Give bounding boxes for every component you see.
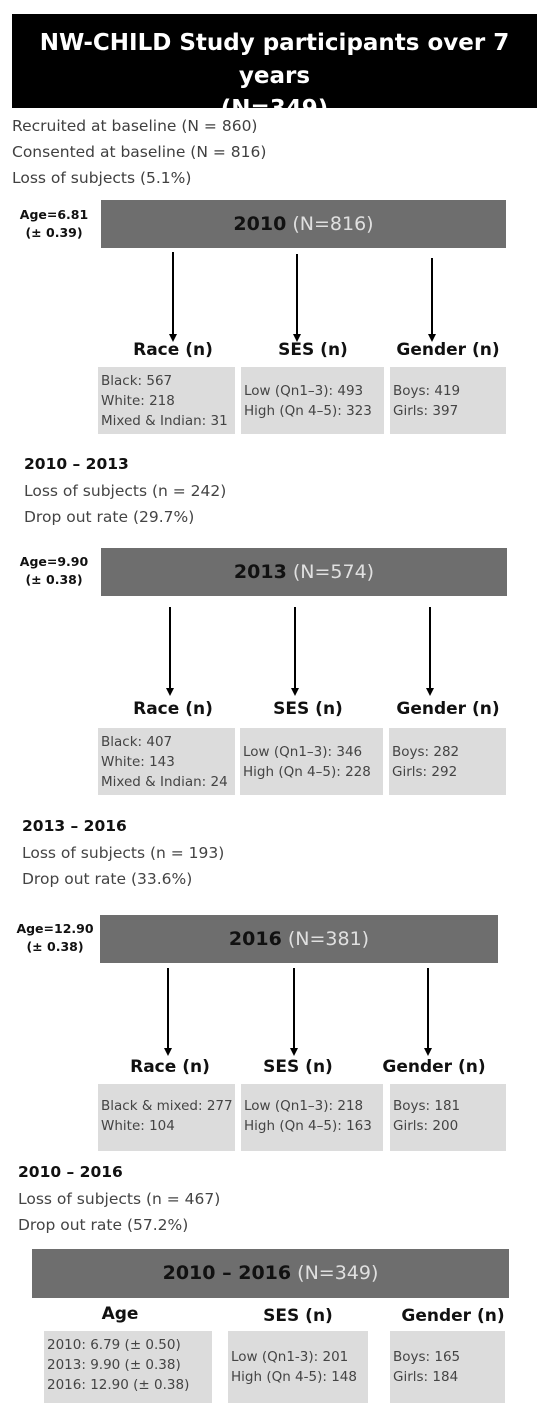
age-2010: Age=6.81 (± 0.39) <box>19 207 89 240</box>
ses-box-2016: Low (Qn1–3): 218 High (Qn 4–5): 163 <box>241 1084 383 1151</box>
age-2013: Age=9.90 (± 0.38) <box>19 554 89 587</box>
final-year: 2010 – 2016 <box>162 1262 292 1284</box>
race-label: Race (n) <box>130 1057 210 1077</box>
race-label: Race (n) <box>133 340 213 360</box>
ses-box-2013: Low (Qn1–3): 346 High (Qn 4–5): 228 <box>240 728 383 795</box>
arrows-2013 <box>166 607 434 696</box>
gender-box-2016: Boys: 181 Girls: 200 <box>390 1084 506 1151</box>
gender-box-2010: Boys: 419 Girls: 397 <box>390 367 506 434</box>
intro-consented: Consented at baseline (N = 816) <box>12 143 267 161</box>
wave-year: 2013 <box>233 561 287 583</box>
ses-label: SES (n) <box>263 1306 333 1326</box>
ses-box-2010: Low (Qn1–3): 493 High (Qn 4–5): 323 <box>241 367 384 434</box>
gender-label: Gender (n) <box>396 340 500 360</box>
wave-n: (N=574) <box>292 561 375 583</box>
intro-block: Recruited at baseline (N = 860) Consente… <box>12 113 266 191</box>
final-box: 2010 – 2016 (N=349) <box>32 1249 509 1298</box>
arrows-2010 <box>169 252 436 342</box>
race-box-2013: Black: 407 White: 143 Mixed & Indian: 24 <box>98 728 235 795</box>
race-label: Race (n) <box>133 699 213 719</box>
period-block-2010-2016: Loss of subjects (n = 467) Drop out rate… <box>18 1190 221 1234</box>
final-age-box: 2010: 6.79 (± 0.50) 2013: 9.90 (± 0.38) … <box>44 1331 212 1403</box>
intro-loss: Loss of subjects (5.1%) <box>12 169 192 187</box>
period-title-2013-2016: 2013 – 2016 <box>22 817 127 835</box>
gender-label: Gender (n) <box>401 1306 505 1326</box>
ses-label: SES (n) <box>273 699 343 719</box>
period-title-2010-2013: 2010 – 2013 <box>24 455 129 473</box>
gender-label: Gender (n) <box>382 1057 486 1077</box>
final-ses-box: Low (Qn1-3): 201 High (Qn 4-5): 148 <box>228 1331 368 1403</box>
wave-box-2013: 2013 (N=574) <box>101 548 507 596</box>
wave-year: 2016 <box>228 928 282 950</box>
race-box-2010: Black: 567 White: 218 Mixed & Indian: 31 <box>98 367 235 434</box>
period-title-2010-2016: 2010 – 2016 <box>18 1163 123 1181</box>
page-title: NW-CHILD Study participants over 7 years… <box>12 14 537 122</box>
age-2016: Age=12.90 (± 0.38) <box>16 921 94 954</box>
final-n: (N=349) <box>297 1262 379 1284</box>
title-line-1: NW-CHILD Study participants over 7 years <box>39 30 510 89</box>
intro-recruited: Recruited at baseline (N = 860) <box>12 117 258 135</box>
title-line-2: (N=349) <box>220 96 329 122</box>
wave-n: (N=381) <box>287 928 370 950</box>
wave-box-2010: 2010 (N=816) <box>101 200 506 248</box>
final-gender-box: Boys: 165 Girls: 184 <box>390 1331 505 1403</box>
gender-label: Gender (n) <box>396 699 500 719</box>
arrows-2016 <box>164 968 432 1056</box>
wave-box-2016: 2016 (N=381) <box>100 915 498 963</box>
wave-n: (N=816) <box>292 213 374 235</box>
period-block-2013-2016: Loss of subjects (n = 193) Drop out rate… <box>22 844 225 888</box>
race-box-2016: Black & mixed: 277 White: 104 <box>98 1084 235 1151</box>
wave-year: 2010 <box>233 213 287 235</box>
ses-label: SES (n) <box>263 1057 333 1077</box>
age-label: Age <box>101 1304 139 1324</box>
period-block-2010-2013: Loss of subjects (n = 242) Drop out rate… <box>24 482 227 526</box>
ses-label: SES (n) <box>278 340 348 360</box>
gender-box-2013: Boys: 282 Girls: 292 <box>389 728 506 795</box>
